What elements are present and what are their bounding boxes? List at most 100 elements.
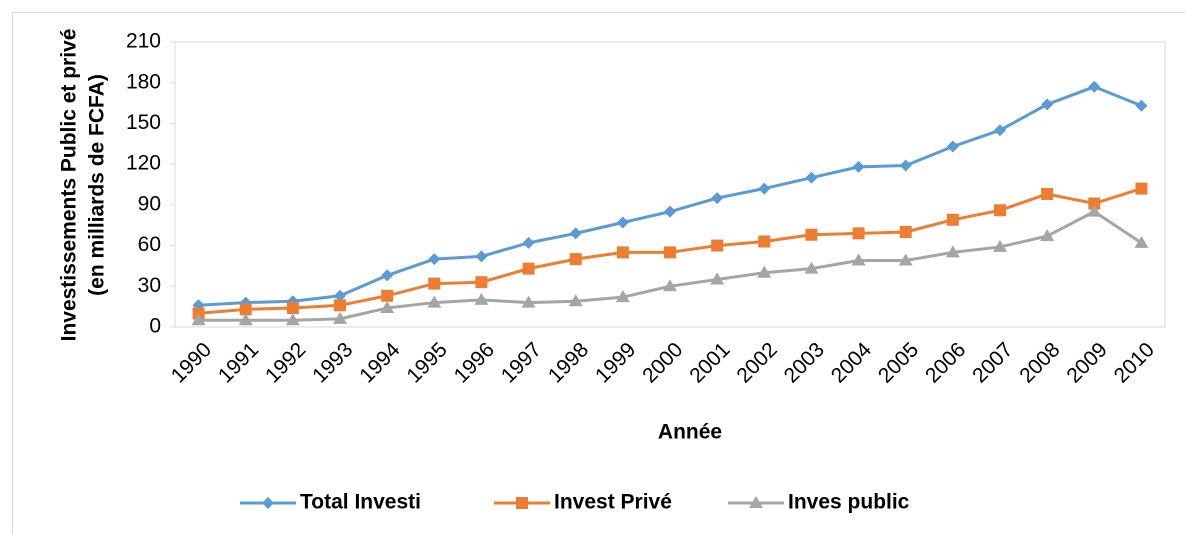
data-point xyxy=(569,227,582,240)
data-point xyxy=(427,295,442,308)
x-tick-label: 2005 xyxy=(874,338,923,387)
data-point xyxy=(711,239,724,252)
data-point xyxy=(804,261,819,274)
data-point xyxy=(238,313,253,326)
data-point xyxy=(615,290,630,303)
x-tick-label: 1995 xyxy=(402,338,451,387)
data-point xyxy=(285,313,300,326)
data-point xyxy=(757,265,772,278)
data-point xyxy=(381,289,394,302)
data-point xyxy=(946,140,959,153)
data-point xyxy=(664,205,676,218)
data-point xyxy=(758,182,771,195)
data-point xyxy=(993,239,1007,252)
data-point xyxy=(1041,188,1054,200)
x-tick-label: 2007 xyxy=(968,338,1017,387)
x-tick-label: 1992 xyxy=(261,338,310,387)
data-point xyxy=(474,292,489,305)
data-point xyxy=(1041,98,1054,111)
data-point xyxy=(852,227,865,240)
plot-area xyxy=(174,41,1166,328)
chart-frame xyxy=(12,12,1185,534)
data-point xyxy=(475,276,488,289)
x-tick-label: 2000 xyxy=(638,338,687,387)
data-point xyxy=(381,269,394,282)
y-tick-label: 0 xyxy=(149,315,161,338)
data-point xyxy=(899,226,912,238)
data-point xyxy=(758,235,771,248)
data-point xyxy=(616,216,629,229)
legend-marker xyxy=(262,497,274,509)
data-point xyxy=(851,253,866,266)
data-point xyxy=(899,159,912,172)
legend-marker xyxy=(516,497,528,509)
y-tick-label: 180 xyxy=(126,70,161,93)
x-tick-label: 1994 xyxy=(355,338,405,388)
data-point xyxy=(428,277,441,290)
data-point xyxy=(616,246,629,259)
x-tick-label: 1990 xyxy=(167,338,216,387)
data-point xyxy=(1135,99,1148,112)
data-point xyxy=(710,272,725,285)
x-tick-label: 1991 xyxy=(214,338,263,387)
data-point xyxy=(568,294,583,307)
data-point xyxy=(663,279,677,292)
x-tick-label: 2004 xyxy=(827,338,877,388)
x-tick-label: 1993 xyxy=(308,338,357,387)
data-point xyxy=(522,262,535,275)
y-axis-label: Investissements Public et privé xyxy=(58,29,81,342)
data-point xyxy=(994,204,1006,217)
data-point xyxy=(1135,182,1148,195)
data-point xyxy=(711,192,724,205)
data-point xyxy=(805,228,818,241)
data-point xyxy=(569,253,582,266)
x-tick-label: 1999 xyxy=(591,338,640,387)
data-point xyxy=(946,213,959,226)
x-tick-label: 2001 xyxy=(685,338,734,387)
data-point xyxy=(1040,229,1055,242)
x-axis-label: Année xyxy=(658,421,722,444)
data-point xyxy=(380,301,395,313)
x-tick-label: 2008 xyxy=(1015,338,1064,387)
data-point xyxy=(475,250,488,263)
data-point xyxy=(1087,204,1102,217)
legend-label: Invest Privé xyxy=(554,491,672,514)
x-tick-label: 1997 xyxy=(497,338,546,387)
data-point xyxy=(945,245,960,258)
data-point xyxy=(333,311,347,324)
x-tick-label: 2010 xyxy=(1110,338,1159,387)
y-tick-label: 210 xyxy=(126,30,161,53)
series-line xyxy=(198,85,1142,307)
data-point xyxy=(191,313,206,326)
data-point xyxy=(239,303,252,316)
data-point xyxy=(286,302,299,314)
y-axis-label: (en milliards de FCFA) xyxy=(86,74,109,296)
x-tick-label: 1996 xyxy=(450,338,499,387)
data-point xyxy=(852,160,865,173)
legend-label: Total Investi xyxy=(300,491,421,514)
data-point xyxy=(994,124,1006,137)
y-tick-label: 90 xyxy=(138,192,161,215)
data-point xyxy=(664,246,676,259)
y-tick-label: 60 xyxy=(138,233,161,256)
y-tick-label: 30 xyxy=(138,274,161,297)
y-tick-label: 150 xyxy=(126,111,161,134)
legend-marker xyxy=(749,496,763,508)
x-tick-label: 1998 xyxy=(544,338,593,387)
data-point xyxy=(1134,235,1149,248)
x-tick-label: 2006 xyxy=(921,338,970,387)
data-point xyxy=(522,236,535,249)
data-point xyxy=(805,171,818,184)
data-point xyxy=(334,289,346,302)
x-tick-label: 2003 xyxy=(780,338,829,387)
legend-label: Inves public xyxy=(788,491,910,514)
data-point xyxy=(334,299,346,312)
data-point xyxy=(521,295,536,308)
data-point xyxy=(428,253,441,266)
x-tick-label: 2002 xyxy=(732,338,781,387)
data-point xyxy=(1088,80,1101,93)
y-tick-label: 120 xyxy=(126,152,161,175)
x-tick-label: 2009 xyxy=(1062,338,1111,387)
data-point xyxy=(1088,197,1101,210)
